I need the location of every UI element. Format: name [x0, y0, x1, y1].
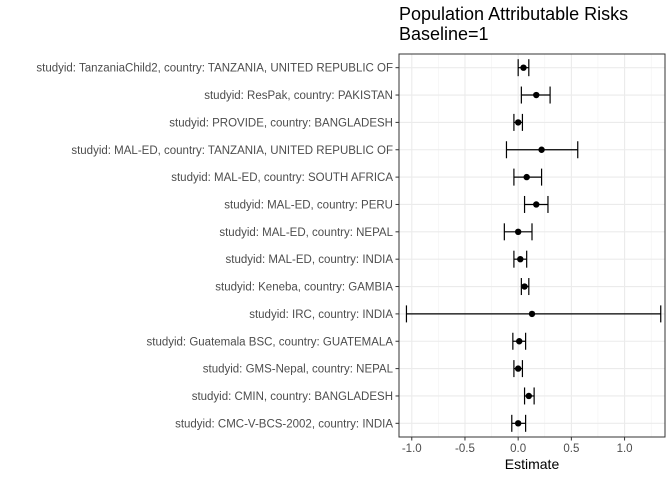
plot-panel [399, 54, 665, 437]
minor-gridlines [438, 54, 652, 437]
estimate-point [514, 420, 522, 427]
y-category-label: studyid: GMS-Nepal, country: NEPAL [203, 364, 394, 376]
y-category-label: studyid: IRC, country: INDIA [249, 309, 393, 321]
estimate-point [533, 91, 540, 99]
y-category-label: studyid: Keneba, country: GAMBIA [215, 282, 393, 294]
x-tick-label: 1.0 [617, 443, 633, 455]
estimate-point [533, 201, 540, 208]
estimate-point [517, 255, 524, 263]
plot-panel-border [398, 53, 666, 438]
y-category-label: studyid: ResPak, country: PAKISTAN [204, 90, 393, 102]
data-marks [405, 59, 662, 432]
estimate-point [514, 228, 522, 236]
y-category-label: studyid: MAL-ED, country: PERU [224, 199, 393, 211]
estimate-point [514, 119, 522, 126]
y-category-label: studyid: CMIN, country: BANGLADESH [192, 391, 393, 403]
estimate-point [521, 283, 528, 290]
estimate-point [520, 64, 527, 71]
y-category-label: studyid: TanzaniaChild2, country: TANZAN… [36, 63, 393, 75]
estimate-point [516, 338, 523, 345]
chart-title-line-1: Population Attributable Risks [399, 4, 628, 24]
estimate-point [523, 173, 530, 181]
x-tick-label: 0.5 [563, 443, 579, 455]
x-axis-title: Estimate [505, 456, 560, 472]
estimate-point [538, 146, 545, 153]
y-category-label: studyid: MAL-ED, country: INDIA [226, 254, 394, 266]
y-category-label: studyid: MAL-ED, country: TANZANIA, UNIT… [71, 145, 393, 157]
chart-title: Population Attributable Risks Baseline=1 [399, 4, 628, 44]
estimate-point [528, 310, 536, 318]
y-axis: studyid: TanzaniaChild2, country: TANZAN… [36, 63, 399, 430]
chart-title-line-2: Baseline=1 [399, 24, 489, 44]
y-category-label: studyid: Guatemala BSC, country: GUATEMA… [147, 336, 394, 348]
y-category-label: studyid: MAL-ED, country: NEPAL [219, 227, 393, 239]
x-axis: -1.0 -0.5 0.0 0.5 1.0 [402, 437, 633, 455]
y-category-label: studyid: PROVIDE, country: BANGLADESH [169, 117, 393, 129]
y-category-label: studyid: CMC-V-BCS-2002, country: INDIA [175, 418, 393, 430]
estimate-point [525, 392, 533, 400]
x-tick-label: 0.0 [510, 443, 526, 455]
y-category-label: studyid: MAL-ED, country: SOUTH AFRICA [171, 172, 393, 184]
x-tick-label: -1.0 [402, 443, 422, 455]
x-tick-label: -0.5 [455, 443, 475, 455]
estimate-point [514, 365, 522, 372]
